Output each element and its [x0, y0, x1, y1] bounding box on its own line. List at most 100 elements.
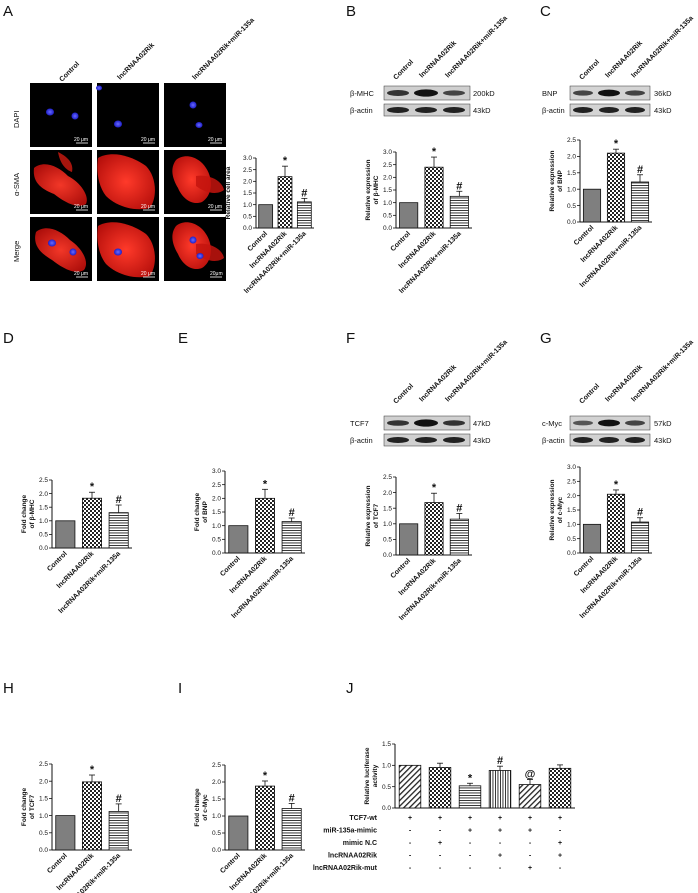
significance-mark: *	[432, 482, 437, 494]
chart-a: 0.0 0.5 1.0 1.5 2.0 2.5 3.0 Relative cell area *…	[225, 155, 314, 295]
blot-f: Control lncRNAA02Rik lncRNAA02Rik+miR-13…	[350, 339, 509, 447]
y-tick-label: 2.0	[243, 179, 252, 186]
y-tick-label: 0.0	[39, 545, 48, 552]
panel-label-c: C	[540, 3, 551, 20]
bar	[449, 518, 469, 556]
category-label: Control	[573, 224, 596, 247]
y-axis-label: of β-MHC	[373, 175, 380, 204]
y-tick-label: 2.0	[212, 496, 221, 503]
bar	[606, 152, 626, 223]
y-tick-label: 0.5	[212, 537, 221, 544]
condition-sign: +	[528, 815, 532, 822]
chart-b: 0.0 0.5 1.0 1.5 2.0 2.5 3.0 Relative expression…	[365, 146, 472, 295]
bar	[82, 781, 103, 851]
y-tick-label: 2.0	[567, 154, 576, 161]
condition-sign: +	[498, 853, 502, 860]
nucleus	[71, 112, 79, 120]
condition-label: mimic N.C	[343, 840, 377, 847]
blot-band	[598, 89, 620, 97]
bar	[281, 808, 302, 851]
y-tick-label: 0.5	[383, 537, 392, 544]
y-tick-label: 2.0	[39, 778, 48, 785]
scale-bar-label: 20 μm	[208, 204, 222, 210]
condition-sign: +	[438, 815, 442, 822]
blot-target-label: c-Myc	[542, 419, 562, 428]
blot-band	[443, 90, 465, 96]
blot-b: Control lncRNAA02Rik lncRNAA02Rik+miR-13…	[350, 15, 509, 117]
blot-actin-kd: 43kD	[473, 106, 491, 115]
y-tick-label: 1.0	[383, 200, 392, 207]
panel-label-d: D	[3, 330, 14, 347]
nucleus	[195, 122, 203, 128]
y-tick-label: 3.0	[212, 468, 221, 475]
significance-mark: #	[301, 187, 307, 199]
bar	[398, 764, 422, 809]
blot-band	[414, 419, 438, 427]
nucleus	[69, 248, 77, 256]
nucleus	[114, 248, 122, 256]
blot-target-kd: 57kD	[654, 419, 672, 428]
micro-dapi-control	[30, 83, 92, 147]
bar	[281, 521, 302, 554]
significance-mark: *	[263, 478, 268, 490]
y-tick-label: 3.0	[383, 149, 392, 156]
scale-bar-label: 20 μm	[74, 204, 88, 210]
blot-lane-label: Control	[392, 59, 415, 82]
panel-label-e: E	[178, 330, 188, 347]
blot-lane-label: Control	[578, 59, 601, 82]
blot-band	[599, 437, 619, 443]
row-label-asma: α-SMA	[12, 173, 21, 196]
blot-band	[443, 420, 465, 426]
category-label: Control	[390, 230, 413, 253]
y-tick-label: 2.5	[39, 477, 48, 484]
y-tick-label: 2.5	[567, 479, 576, 486]
row-label-merge: Merge	[12, 241, 21, 262]
blot-band	[443, 437, 465, 443]
blot-c: Control lncRNAA02Rik lncRNAA02Rik+miR-13…	[542, 15, 695, 117]
y-tick-label: 1.0	[567, 522, 576, 529]
blot-target-kd: 36kD	[654, 89, 672, 98]
y-tick-label: 1.5	[382, 741, 391, 748]
significance-mark: #	[116, 793, 122, 805]
condition-sign: -	[469, 853, 472, 860]
blot-band	[387, 107, 409, 113]
bar	[258, 204, 274, 229]
y-tick-label: 2.5	[212, 482, 221, 489]
cell-shape	[172, 156, 211, 204]
condition-sign: +	[498, 828, 502, 835]
nucleus	[46, 108, 54, 116]
cell-shape	[58, 152, 73, 172]
bar	[488, 770, 512, 809]
y-tick-label: 0.5	[382, 784, 391, 791]
bar	[254, 497, 275, 554]
y-axis-label: of BNP	[202, 501, 209, 523]
blot-actin-label: β-actin	[350, 106, 373, 115]
significance-mark: #	[497, 755, 503, 767]
significance-mark: #	[289, 507, 295, 519]
y-tick-label: 1.5	[39, 504, 48, 511]
y-tick-label: 0.0	[567, 550, 576, 557]
y-tick-label: 1.0	[39, 518, 48, 525]
y-tick-label: 1.0	[212, 813, 221, 820]
y-tick-label: 0.5	[39, 532, 48, 539]
y-tick-label: 0.5	[567, 536, 576, 543]
panel-label-i: I	[178, 680, 182, 697]
condition-sign: -	[499, 865, 502, 872]
condition-sign: -	[529, 840, 532, 847]
category-label: Control	[219, 852, 242, 875]
blot-band	[573, 420, 593, 426]
y-axis-label: of TCF7	[29, 795, 36, 820]
blot-band	[415, 437, 437, 443]
condition-sign: -	[559, 865, 562, 872]
chart-j: 0.0 0.5 1.0 1.5 Relative luciferase activity *…	[313, 741, 575, 872]
condition-sign: +	[468, 815, 472, 822]
bar	[228, 815, 249, 851]
y-tick-label: 1.5	[212, 509, 221, 516]
y-tick-label: 1.5	[212, 796, 221, 803]
y-tick-label: 0.5	[39, 830, 48, 837]
nucleus	[48, 239, 56, 247]
y-axis-label: of TCF7	[373, 504, 380, 529]
bar	[399, 202, 419, 229]
y-tick-label: 1.0	[382, 763, 391, 770]
